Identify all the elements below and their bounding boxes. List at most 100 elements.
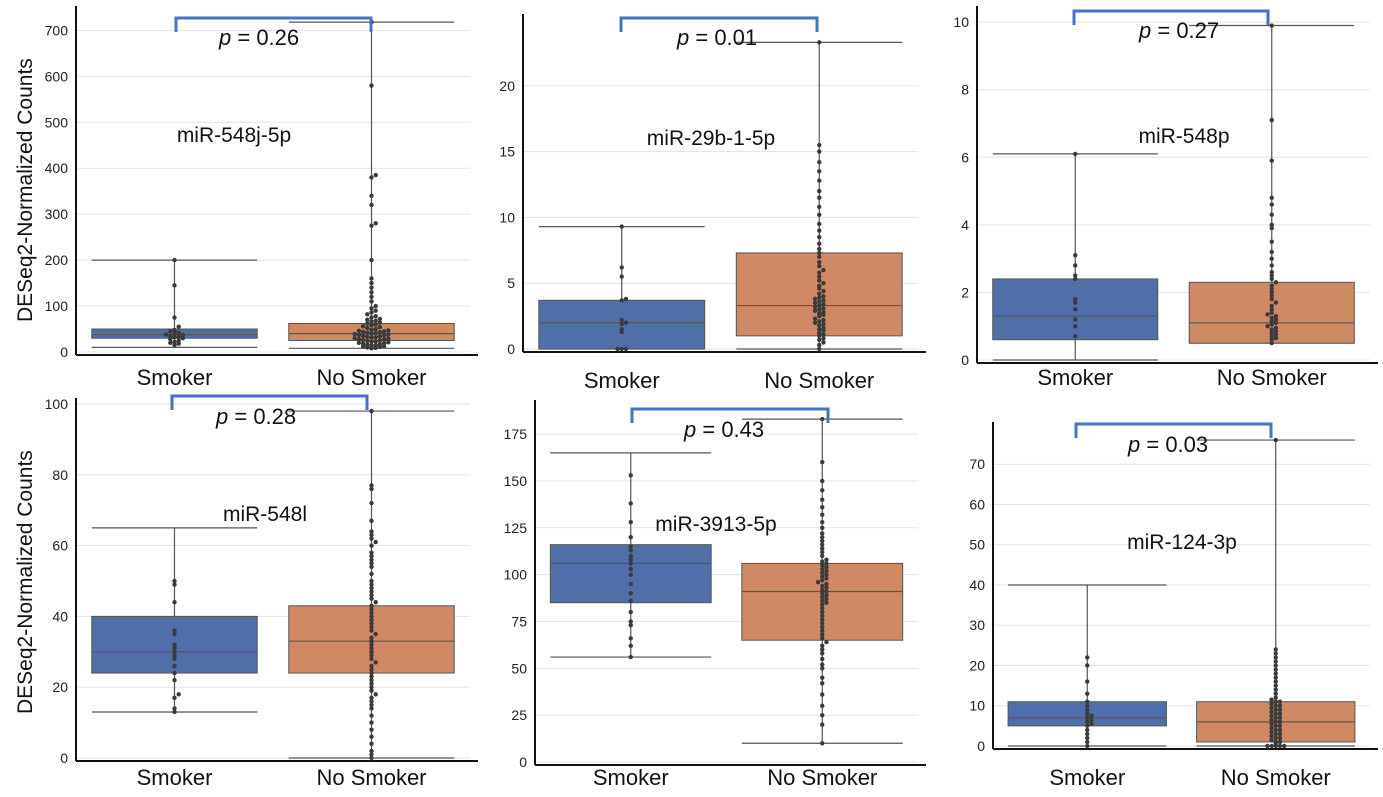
data-point [373, 318, 378, 323]
y-tick-label: 6 [961, 149, 969, 165]
chart-panel-1: 0 100 200 300 400 500 600 700 Smoker No Smoker p =… [45, 6, 478, 390]
data-point [821, 317, 826, 323]
data-point [1277, 727, 1283, 733]
data-point [1269, 701, 1274, 706]
data-point [172, 670, 177, 676]
data-point [821, 336, 826, 341]
data-point [172, 653, 177, 658]
data-point [373, 308, 378, 313]
data-point [365, 312, 370, 317]
data-point [1277, 723, 1283, 729]
data-point [369, 306, 374, 311]
data-point [628, 619, 633, 624]
significance-bracket [619, 16, 819, 32]
y-tick-label: 5 [507, 275, 515, 291]
data-point [623, 296, 629, 302]
data-point [369, 699, 374, 704]
data-point [369, 315, 374, 320]
data-point [369, 628, 374, 633]
data-point [369, 642, 374, 647]
y-axis-label-bottom: DESeq2-Normalized Counts [14, 450, 37, 714]
data-point [820, 578, 825, 583]
data-point [369, 310, 374, 315]
data-point [1273, 671, 1278, 676]
data-point [369, 748, 374, 754]
data-point [377, 330, 383, 335]
data-point [820, 613, 825, 619]
chart-title: miR-548l [223, 503, 307, 526]
data-point [369, 327, 374, 333]
data-point [369, 677, 374, 683]
data-point [369, 202, 374, 208]
data-point [369, 685, 374, 690]
data-point [176, 338, 181, 343]
data-point [369, 607, 374, 612]
data-point [820, 651, 825, 656]
data-point [815, 579, 821, 585]
data-point [820, 497, 825, 502]
data-point [821, 281, 826, 286]
data-point [386, 336, 391, 341]
data-point [1085, 707, 1090, 712]
data-point [1269, 743, 1274, 749]
data-point [369, 193, 374, 198]
data-point [1269, 717, 1274, 723]
data-point [365, 334, 370, 340]
p-value-label: p = 0.01 [676, 25, 757, 50]
data-point [356, 328, 362, 334]
data-point [817, 299, 822, 304]
data-point [1273, 335, 1279, 341]
data-point [1277, 743, 1283, 749]
data-point [619, 274, 624, 279]
data-point [1085, 703, 1090, 708]
data-point [824, 589, 829, 594]
data-point [369, 670, 374, 676]
y-tick-label: 0 [519, 754, 527, 770]
data-point [369, 331, 374, 336]
data-point [1089, 721, 1094, 727]
y-tick-label: 25 [511, 707, 527, 723]
x-category-label: No Smoker [1221, 765, 1331, 790]
data-point [820, 617, 825, 622]
data-point [369, 486, 374, 492]
data-point [820, 570, 825, 575]
data-point [821, 309, 826, 315]
data-point [1269, 23, 1274, 28]
data-point [820, 583, 825, 589]
data-point [356, 336, 362, 342]
data-point [1073, 317, 1078, 322]
data-point [817, 159, 822, 165]
p-value-label: p = 0.43 [683, 417, 764, 442]
y-tick-label: 40 [52, 608, 68, 624]
data-point [628, 566, 633, 572]
data-point [172, 628, 177, 633]
data-point [820, 559, 825, 564]
y-tick-label: 30 [969, 617, 985, 633]
data-point [821, 306, 826, 311]
data-point [369, 663, 374, 669]
y-tick-label: 80 [52, 467, 68, 483]
data-point [1273, 687, 1278, 692]
data-point [369, 727, 374, 732]
data-point [369, 564, 374, 570]
y-tick-label: 125 [504, 520, 528, 536]
data-point [615, 346, 620, 352]
data-point [820, 531, 825, 536]
data-point [1085, 731, 1090, 737]
data-point [381, 329, 387, 334]
x-category-label: Smoker [584, 368, 660, 393]
data-point [369, 656, 374, 662]
data-point [817, 263, 822, 269]
data-point [824, 596, 829, 602]
chart-panel-6: 0 10 20 30 40 50 60 70 Smoker No Smoker p = 0.03 mi… [969, 422, 1378, 790]
y-tick-label: 60 [969, 496, 985, 512]
data-point [1073, 300, 1078, 305]
data-point [1073, 324, 1078, 329]
data-point [1269, 337, 1274, 342]
data-point [369, 483, 374, 488]
data-point [1269, 713, 1274, 719]
data-point [817, 169, 822, 174]
data-point [1273, 663, 1278, 668]
data-point [820, 609, 825, 615]
data-point [1273, 699, 1278, 704]
